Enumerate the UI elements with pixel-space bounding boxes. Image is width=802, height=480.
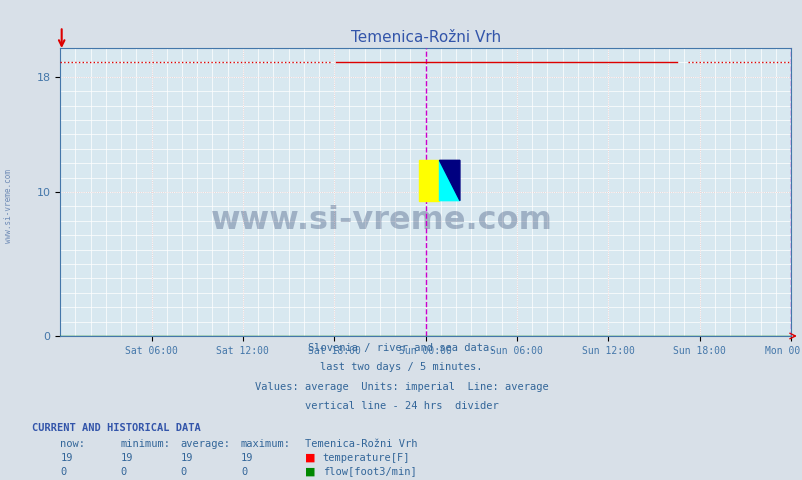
Text: 0: 0: [180, 467, 187, 477]
Text: average:: average:: [180, 439, 230, 449]
Text: ■: ■: [305, 467, 315, 477]
Text: 19: 19: [241, 453, 253, 463]
Polygon shape: [439, 160, 460, 201]
Text: Temenica-Rožni Vrh: Temenica-Rožni Vrh: [305, 439, 417, 449]
Text: Values: average  Units: imperial  Line: average: Values: average Units: imperial Line: av…: [254, 382, 548, 392]
Text: now:: now:: [60, 439, 85, 449]
Text: www.si-vreme.com: www.si-vreme.com: [3, 169, 13, 243]
Polygon shape: [439, 160, 460, 201]
Text: CURRENT AND HISTORICAL DATA: CURRENT AND HISTORICAL DATA: [32, 423, 200, 433]
Text: minimum:: minimum:: [120, 439, 170, 449]
Text: last two days / 5 minutes.: last two days / 5 minutes.: [320, 362, 482, 372]
Text: 19: 19: [60, 453, 73, 463]
Text: temperature[F]: temperature[F]: [322, 453, 410, 463]
Text: ■: ■: [305, 453, 315, 463]
Bar: [419, 160, 439, 201]
Text: 0: 0: [241, 467, 247, 477]
Text: www.si-vreme.com: www.si-vreme.com: [211, 205, 552, 236]
Text: 19: 19: [180, 453, 193, 463]
Text: vertical line - 24 hrs  divider: vertical line - 24 hrs divider: [304, 401, 498, 411]
Text: maximum:: maximum:: [241, 439, 290, 449]
Text: Slovenia / river and sea data.: Slovenia / river and sea data.: [307, 343, 495, 353]
Text: 0: 0: [120, 467, 127, 477]
Title: Temenica-Rožni Vrh: Temenica-Rožni Vrh: [350, 30, 500, 46]
Text: 0: 0: [60, 467, 67, 477]
Text: 19: 19: [120, 453, 133, 463]
Text: flow[foot3/min]: flow[foot3/min]: [322, 467, 416, 477]
